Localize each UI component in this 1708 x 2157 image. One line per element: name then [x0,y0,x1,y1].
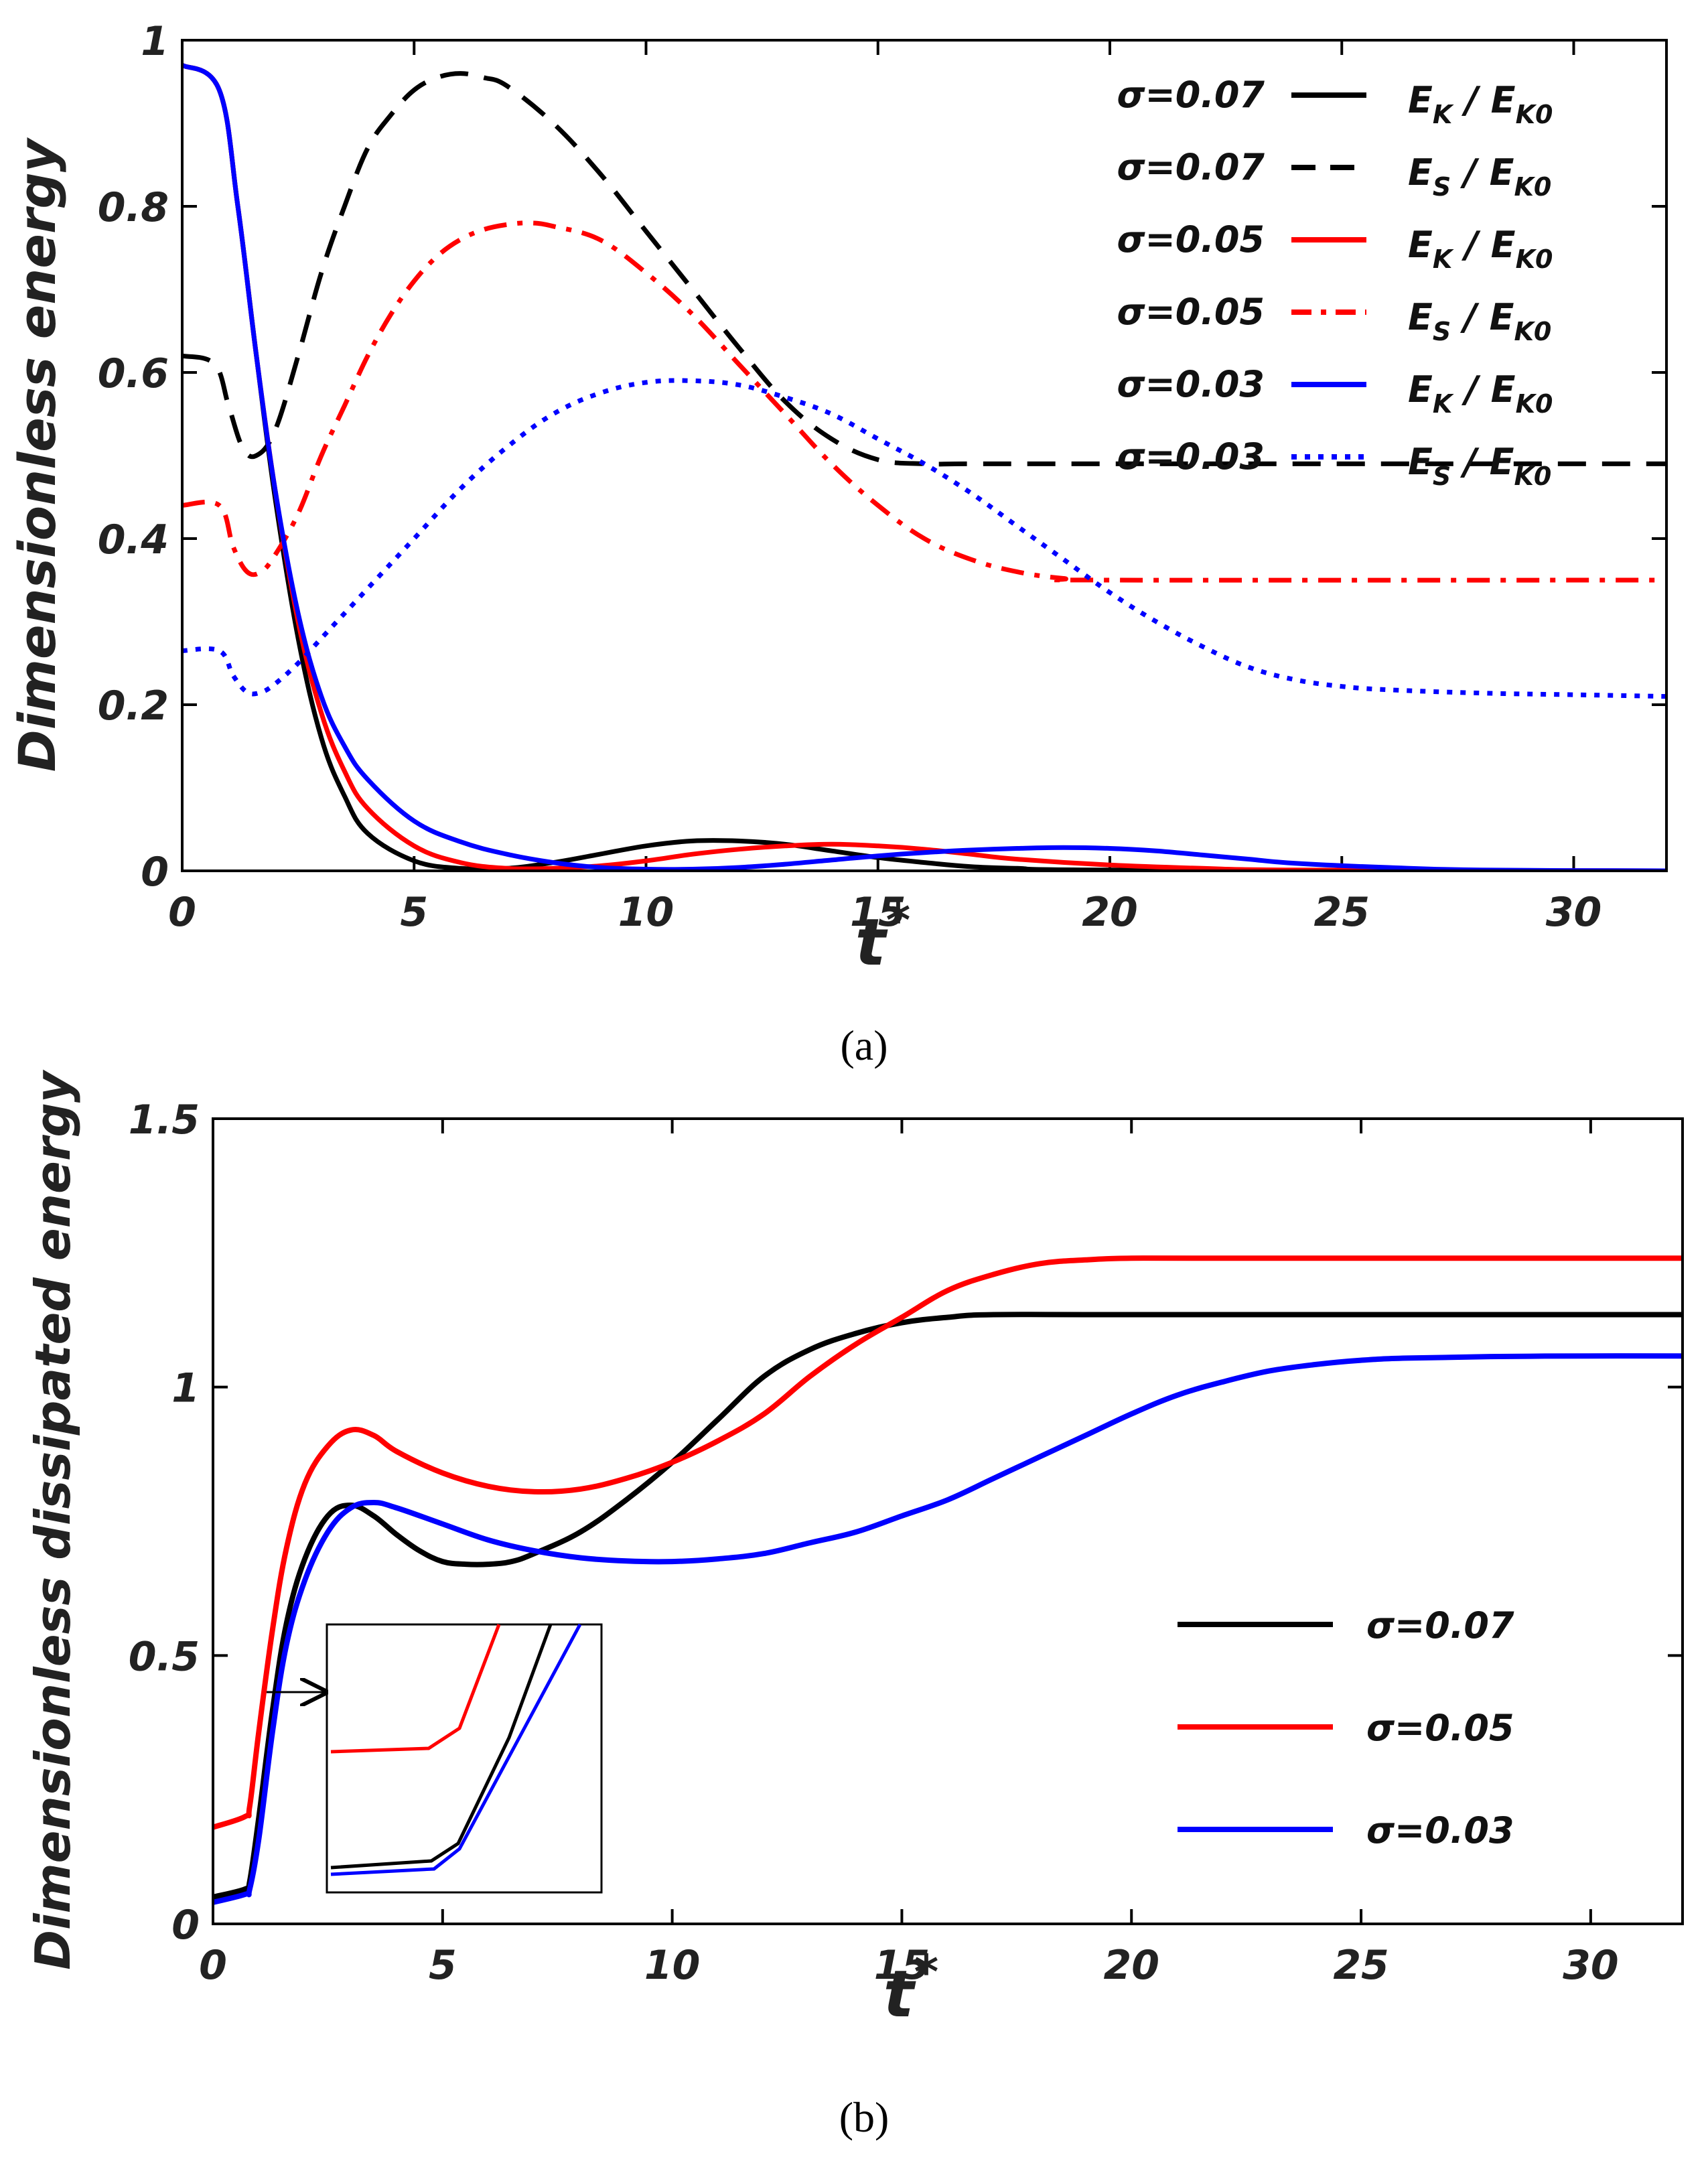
y-tick-label: 1 [171,1365,200,1412]
panel-a-series [182,63,1666,871]
x-tick-label: 10 [644,1942,701,1989]
legend-quantity-label: EK / EK0 [1408,79,1553,129]
y-tick-label: 1 [141,18,169,65]
y-tick-label: 0.5 [129,1633,200,1680]
x-tick-label: 30 [1546,889,1602,936]
panel-b-caption: (b) [839,2093,889,2141]
y-tick-label: 0 [171,1902,200,1949]
panel-a-axes-box [181,39,1668,872]
panel-a-y-axis-label: Dimensionless energy [7,137,67,772]
panel-a-y-tick-labels: 0 0.2 0.4 0.6 0.8 1 [98,18,169,896]
legend-sigma-label: σ=0.07 [1117,146,1265,188]
legend-quantity-label: ES / EK0 [1408,441,1551,491]
panel-b-x-axis-label: t* [883,1945,939,2032]
x-tick-label: 30 [1563,1942,1619,1989]
y-tick-label: 0 [141,849,169,896]
legend-sigma-label: σ=0.03 [1117,435,1265,478]
panel-a-caption: (a) [840,1022,887,1069]
panel-b-y-axis-label: Dimensionless dissipated energy [25,1069,81,1970]
panel-a-x-axis-label: t* [855,893,911,980]
panel-b-series [213,1255,1683,1905]
legend-quantity-label: ES / EK0 [1408,151,1551,202]
y-tick-label: 1.5 [129,1097,200,1143]
y-tick-label: 0.4 [98,516,169,563]
legend-quantity-label: ES / EK0 [1408,296,1551,346]
legend-sigma-label: σ=0.05 [1117,218,1265,261]
x-tick-label: 20 [1104,1942,1160,1989]
series-line-es-sigma-0.05 [182,220,1666,583]
x-tick-label: 0 [168,889,196,936]
series-line-es-sigma-0.07 [182,71,1666,467]
legend-label: σ=0.03 [1366,1809,1514,1852]
series-line-ek-sigma-0.03 [182,63,1666,871]
inset-line-sigma-0.03 [330,1623,582,1876]
y-tick-label: 0.8 [98,184,169,231]
x-tick-label: 15 [874,1942,930,1989]
x-tick-label: 15 [850,889,906,936]
x-tick-label: 5 [400,889,428,936]
y-tick-label: 0.6 [98,350,169,397]
panel-a-ticks [181,39,1666,872]
series-line-sigma-0.07 [213,1312,1683,1900]
panel-b-inset [267,1623,603,1894]
x-tick-label: 25 [1314,889,1370,936]
legend-quantity-label: EK / EK0 [1408,224,1553,274]
legend-sigma-label: σ=0.05 [1117,291,1265,333]
x-tick-label: 5 [429,1942,457,1989]
panel-a-x-tick-labels: 0 5 10 15 20 25 30 [168,889,1602,936]
panel-a-legend: σ=0.07 EK / EK0 σ=0.07 ES / EK0 σ=0.05 EK / E… [1117,74,1553,491]
panel-b-legend: σ=0.07 σ=0.05 σ=0.03 [1178,1604,1514,1852]
x-tick-label: 10 [618,889,674,936]
legend-sigma-label: σ=0.03 [1117,363,1265,405]
legend-label: σ=0.05 [1366,1707,1514,1749]
panel-a: 0 5 10 15 20 25 30 0 0.2 0.4 0.6 0.8 1 t* Dimension… [7,18,1668,1069]
legend-label: σ=0.07 [1366,1604,1514,1647]
series-line-sigma-0.05 [213,1255,1683,1830]
x-tick-label: 25 [1333,1942,1389,1989]
panel-b: 0 5 10 15 20 25 30 0 0.5 1 1.5 t* Dimensionless d… [25,1069,1684,2141]
panel-b-y-tick-labels: 0 0.5 1 1.5 [129,1097,200,1949]
x-tick-label: 0 [199,1942,227,1989]
inset-line-sigma-0.05 [330,1624,501,1754]
x-tick-label: 20 [1082,889,1138,936]
inset-line-sigma-0.07 [330,1624,553,1870]
y-tick-label: 0.2 [98,683,169,729]
panel-b-x-tick-labels: 0 5 10 15 20 25 30 [199,1942,1619,1989]
series-line-sigma-0.03 [213,1353,1683,1905]
legend-sigma-label: σ=0.07 [1117,74,1265,116]
legend-quantity-label: EK / EK0 [1408,368,1553,419]
panel-b-axes-box [212,1117,1684,1925]
